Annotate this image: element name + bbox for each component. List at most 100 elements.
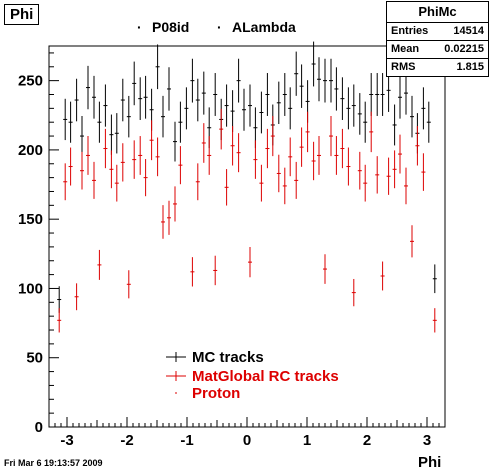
stats-label: Entries <box>391 25 429 37</box>
rc-tracks-point <box>224 169 229 206</box>
rc-tracks-point <box>103 128 108 169</box>
stats-value: 14514 <box>453 25 484 37</box>
mc-tracks-point <box>404 71 408 115</box>
mc-tracks-point <box>230 90 235 133</box>
mc-tracks-point <box>392 104 397 146</box>
rc-tracks-point <box>236 133 241 173</box>
mc-tracks-point <box>334 67 339 111</box>
mc-tracks-point <box>242 88 246 131</box>
mc-tracks-point <box>265 73 270 116</box>
mc-tracks-point <box>357 93 362 135</box>
rc-tracks-point <box>369 111 374 153</box>
rc-tracks-point <box>398 134 402 174</box>
rc-tracks-point <box>340 128 345 169</box>
y-tick-label: 100 <box>18 280 43 297</box>
rc-tracks-point <box>97 249 102 280</box>
rc-tracks-point <box>323 254 327 284</box>
mc-tracks-point <box>92 75 96 119</box>
y-tick-label: 50 <box>26 350 43 367</box>
stats-row-rms: RMS 1.815 <box>387 59 488 76</box>
rc-tracks-point <box>149 120 154 161</box>
mc-tracks-point <box>114 113 119 154</box>
x-tick-label: -1 <box>180 432 193 449</box>
rc-tracks-point <box>334 136 339 175</box>
mc-tracks-point <box>155 44 160 90</box>
window-title: Phi <box>4 4 40 25</box>
rc-tracks-point <box>120 143 125 182</box>
rc-tracks-point <box>195 163 200 201</box>
stats-box: PhiMc Entries 14514 Mean 0.02215 RMS 1.8… <box>386 1 489 77</box>
mc-tracks-point <box>97 101 102 143</box>
y-tick-label: 150 <box>18 211 43 228</box>
mc-tracks-point <box>276 81 281 124</box>
y-tick-label: 250 <box>18 73 43 90</box>
axes: 0 50 100 150 200 250 -3 -2 -1 0 1 2 3 <box>18 52 440 449</box>
rc-tracks-point <box>178 146 183 185</box>
mc-tracks-point <box>167 67 171 111</box>
mc-tracks-point <box>380 73 385 116</box>
rc-tracks-point <box>392 150 397 189</box>
rc-tracks-point <box>201 123 206 163</box>
mc-tracks-point <box>132 61 137 106</box>
mc-tracks-point <box>323 58 327 103</box>
rc-tracks-point <box>248 247 252 278</box>
header-bullet-1: · <box>137 19 142 35</box>
rc-tracks-point <box>432 308 437 333</box>
mc-tracks-point <box>340 77 345 120</box>
mc-tracks-point <box>184 87 189 130</box>
rc-tracks-point <box>143 159 148 197</box>
x-tick-label: 2 <box>363 432 371 449</box>
mc-tracks-point <box>288 87 293 130</box>
rc-tracks-point <box>311 141 316 181</box>
rc-tracks-point <box>109 150 114 189</box>
rc-tracks-point <box>213 255 218 286</box>
rc-tracks-point <box>167 200 171 235</box>
mc-tracks-point <box>161 95 165 138</box>
rc-tracks-point <box>357 151 362 190</box>
x-tick-label: -3 <box>60 432 73 449</box>
rc-tracks-point <box>265 128 270 169</box>
rc-tracks-point <box>410 225 414 258</box>
rc-tracks-point <box>161 205 165 239</box>
mc-tracks-point <box>282 73 287 116</box>
y-tick-label: 0 <box>35 419 43 436</box>
rc-tracks-point <box>132 140 137 179</box>
rc-tracks-point <box>173 186 177 222</box>
rc-tracks-point <box>259 164 264 202</box>
mc-tracks-point <box>346 87 351 130</box>
rc-tracks-point <box>63 163 68 201</box>
legend-proton-label: Proton <box>192 385 240 402</box>
rc-tracks-point <box>351 278 356 307</box>
mc-tracks-point <box>426 101 431 143</box>
rc-tracks-point <box>375 156 380 194</box>
stats-title: PhiMc <box>387 2 488 23</box>
rc-tracks-point <box>329 115 333 157</box>
rc-tracks-point <box>421 153 426 191</box>
rc-tracks-point <box>386 157 391 195</box>
mc-tracks-point <box>138 77 143 120</box>
header-production: P08id <box>152 19 190 35</box>
mc-tracks-point <box>259 91 264 134</box>
rc-tracks-point <box>363 164 368 202</box>
mc-tracks-point <box>311 41 316 87</box>
rc-tracks-point <box>230 126 235 166</box>
mc-tracks-point <box>173 121 177 162</box>
mc-tracks-point <box>103 84 108 127</box>
mc-tracks-point <box>329 58 333 103</box>
stats-row-entries: Entries 14514 <box>387 23 488 41</box>
mc-tracks-point <box>74 78 79 122</box>
rc-tracks-point <box>305 111 310 153</box>
rc-tracks-point <box>68 147 73 186</box>
timestamp: Fri Mar 6 19:13:57 2009 <box>4 458 103 468</box>
rc-tracks-point <box>288 137 293 177</box>
rc-tracks-point <box>282 167 287 205</box>
stats-label: RMS <box>391 61 416 73</box>
x-axis-label: Phi <box>418 454 442 471</box>
mc-tracks-point <box>351 84 356 127</box>
data-points <box>57 41 437 333</box>
rc-tracks-point <box>138 136 143 175</box>
mc-tracks-point <box>375 73 380 116</box>
rc-tracks-point <box>219 108 224 150</box>
rc-tracks-point <box>207 136 212 175</box>
